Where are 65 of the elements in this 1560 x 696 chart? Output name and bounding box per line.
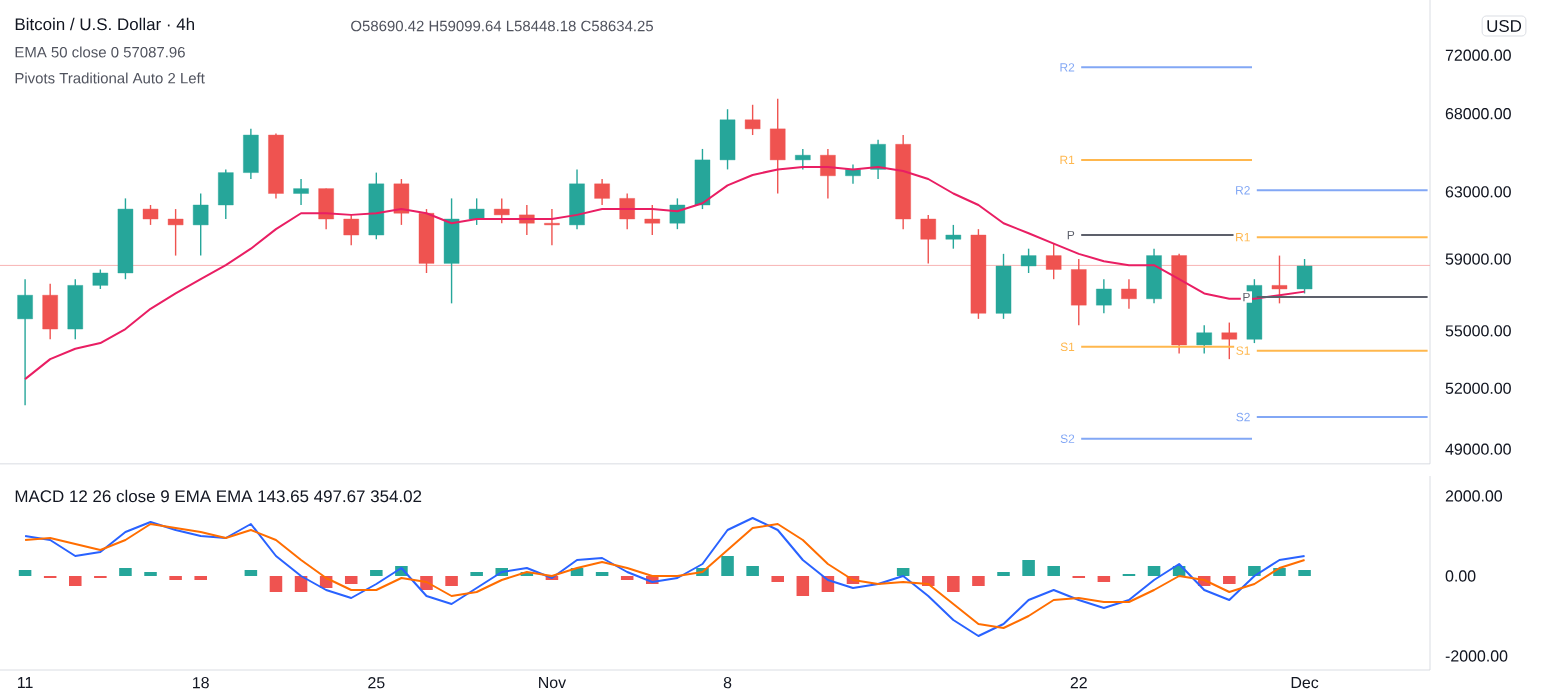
- candlestick: [443, 197, 460, 305]
- candlestick: [17, 278, 33, 406]
- candlestick: [719, 108, 736, 171]
- candlestick: [343, 214, 359, 246]
- candlestick: [644, 204, 661, 236]
- candlestick: [669, 197, 686, 230]
- candlestick: [243, 128, 259, 180]
- candlestick: [393, 178, 410, 226]
- bar: [771, 576, 784, 582]
- candlestick: [192, 192, 209, 257]
- candlestick: [167, 208, 184, 257]
- candlestick: [1096, 278, 1112, 315]
- candlestick: [1221, 321, 1238, 360]
- candlestick: [619, 192, 635, 230]
- candlestick: [569, 168, 585, 230]
- candlestick: [1146, 247, 1162, 305]
- candlestick: [1271, 254, 1288, 305]
- bar: [68, 576, 82, 586]
- candlestick: [293, 178, 309, 206]
- bar: [972, 576, 985, 586]
- candlestick: [1071, 258, 1087, 327]
- bar: [445, 576, 458, 586]
- bar: [721, 556, 734, 576]
- candlestick: [92, 268, 109, 290]
- candlestick: [795, 148, 811, 171]
- candlestick: [1296, 258, 1313, 295]
- candlestick: [67, 278, 83, 340]
- bar: [1298, 570, 1311, 576]
- candlestick: [494, 197, 510, 224]
- bar: [18, 570, 32, 576]
- bar: [1047, 566, 1060, 576]
- bar: [947, 576, 960, 592]
- candlestick: [1020, 247, 1037, 274]
- bar: [244, 570, 258, 576]
- candlestick: [770, 98, 786, 195]
- text: MACD 12 26 close 9 EMA EMA 143.65 497.67 354.02: [15, 489, 422, 503]
- bar: [1223, 576, 1236, 584]
- candlestick: [920, 214, 936, 265]
- bar: [746, 566, 759, 576]
- candlestick: [468, 197, 485, 226]
- bar: [1097, 576, 1111, 582]
- candlestick: [820, 148, 836, 200]
- bar: [1022, 560, 1035, 576]
- candlestick: [318, 187, 334, 230]
- candlestick: [744, 104, 761, 136]
- bar: [119, 568, 132, 576]
- text: Bitcoin / U.S. Dollar · 4h: [15, 17, 194, 31]
- candlestick: [945, 224, 962, 250]
- candlestick: [995, 253, 1012, 320]
- y-axis-title: USD: [1487, 20, 1522, 32]
- bar: [269, 576, 283, 592]
- bar: [344, 576, 358, 584]
- bar: [796, 576, 810, 596]
- candlestick: [594, 178, 610, 206]
- bar: [1147, 566, 1161, 576]
- bar: [370, 570, 383, 576]
- bar: [896, 568, 910, 576]
- candlestick: [142, 204, 159, 226]
- candlestick: [218, 168, 234, 220]
- candlestick: [1045, 242, 1062, 280]
- candlestick: [1121, 278, 1137, 310]
- candlestick: [544, 208, 560, 246]
- candlestick: [694, 148, 711, 210]
- candlestick: [1196, 324, 1212, 355]
- candlestick: [42, 282, 58, 340]
